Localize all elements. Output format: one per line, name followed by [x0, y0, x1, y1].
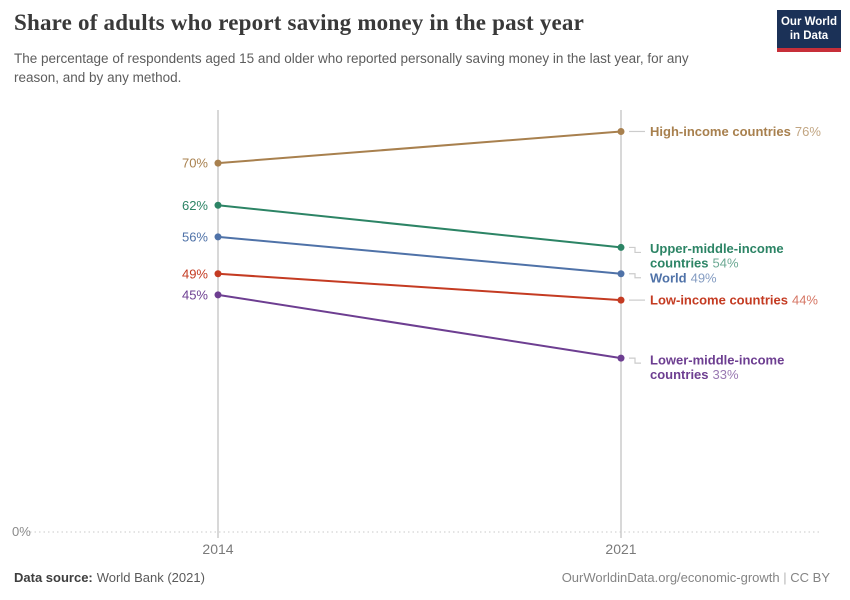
slope-line-high-income-countries[interactable]	[217, 130, 622, 165]
data-source-value: World Bank (2021)	[96, 570, 205, 585]
start-value-label-low-income-countries: 49%	[182, 266, 208, 281]
footer-separator: |	[779, 570, 791, 585]
data-point-end-world[interactable]	[617, 270, 625, 278]
series-label-high-income-countries[interactable]: High-income countries 76%	[650, 124, 821, 139]
slope-line-lower-middle-income-countries[interactable]	[217, 293, 622, 360]
data-point-start-lower-middle-income-countries[interactable]	[214, 291, 222, 299]
attribution: OurWorldinData.org/economic-growth | CC …	[562, 570, 830, 585]
chart-subtitle: The percentage of respondents aged 15 an…	[14, 51, 689, 85]
start-value-label-upper-middle-income-countries: 62%	[182, 198, 208, 213]
license-label: CC BY	[790, 570, 830, 585]
x-tick-label-2021: 2021	[605, 541, 636, 557]
owid-logo[interactable]: Our World in Data	[777, 10, 841, 52]
series-label-world[interactable]: World 49%	[650, 270, 717, 285]
start-value-label-world: 56%	[182, 229, 208, 244]
data-point-start-world[interactable]	[214, 233, 222, 241]
data-point-start-high-income-countries[interactable]	[214, 159, 222, 167]
series-label-lower-middle-income-countries[interactable]: countries 33%	[650, 367, 739, 382]
data-source: Data source: World Bank (2021)	[14, 570, 205, 585]
data-point-start-upper-middle-income-countries[interactable]	[214, 201, 222, 209]
end-value-label-low-income-countries: 44%	[792, 293, 818, 308]
start-value-label-lower-middle-income-countries: 45%	[182, 287, 208, 302]
end-value-label-upper-middle-income-countries: 54%	[713, 255, 739, 270]
data-point-end-low-income-countries[interactable]	[617, 296, 625, 304]
end-value-label-lower-middle-income-countries: 33%	[713, 367, 739, 382]
series-label-low-income-countries[interactable]: Low-income countries 44%	[650, 293, 818, 308]
slope-line-upper-middle-income-countries[interactable]	[217, 204, 622, 249]
page-title: Share of adults who report saving money …	[14, 10, 585, 35]
series-label-upper-middle-income-countries[interactable]: countries 54%	[650, 255, 739, 270]
data-point-end-upper-middle-income-countries[interactable]	[617, 243, 625, 251]
series-label-lower-middle-income-countries[interactable]: Lower-middle-income	[650, 353, 784, 368]
series-label-upper-middle-income-countries[interactable]: Upper-middle-income	[650, 241, 784, 256]
data-point-start-low-income-countries[interactable]	[214, 270, 222, 278]
owid-link[interactable]: OurWorldinData.org/economic-growth	[561, 570, 780, 585]
slope-line-low-income-countries[interactable]	[217, 272, 622, 302]
label-connector-upper-middle-income-countries	[629, 246, 641, 254]
y-axis-zero-label: 0%	[12, 524, 31, 539]
end-value-label-high-income-countries: 76%	[795, 124, 821, 139]
data-source-label: Data source:	[14, 570, 93, 585]
start-value-label-high-income-countries: 70%	[182, 156, 208, 171]
data-point-end-high-income-countries[interactable]	[617, 127, 625, 135]
data-point-end-lower-middle-income-countries[interactable]	[617, 354, 625, 362]
label-connector-lower-middle-income-countries	[629, 357, 641, 364]
end-value-label-world: 49%	[691, 270, 717, 285]
logo-line2: in Data	[789, 30, 829, 42]
slope-line-world[interactable]	[217, 235, 622, 275]
label-connector-world	[629, 273, 641, 279]
x-tick-label-2014: 2014	[202, 541, 233, 557]
logo-line1: Our World	[780, 15, 837, 28]
